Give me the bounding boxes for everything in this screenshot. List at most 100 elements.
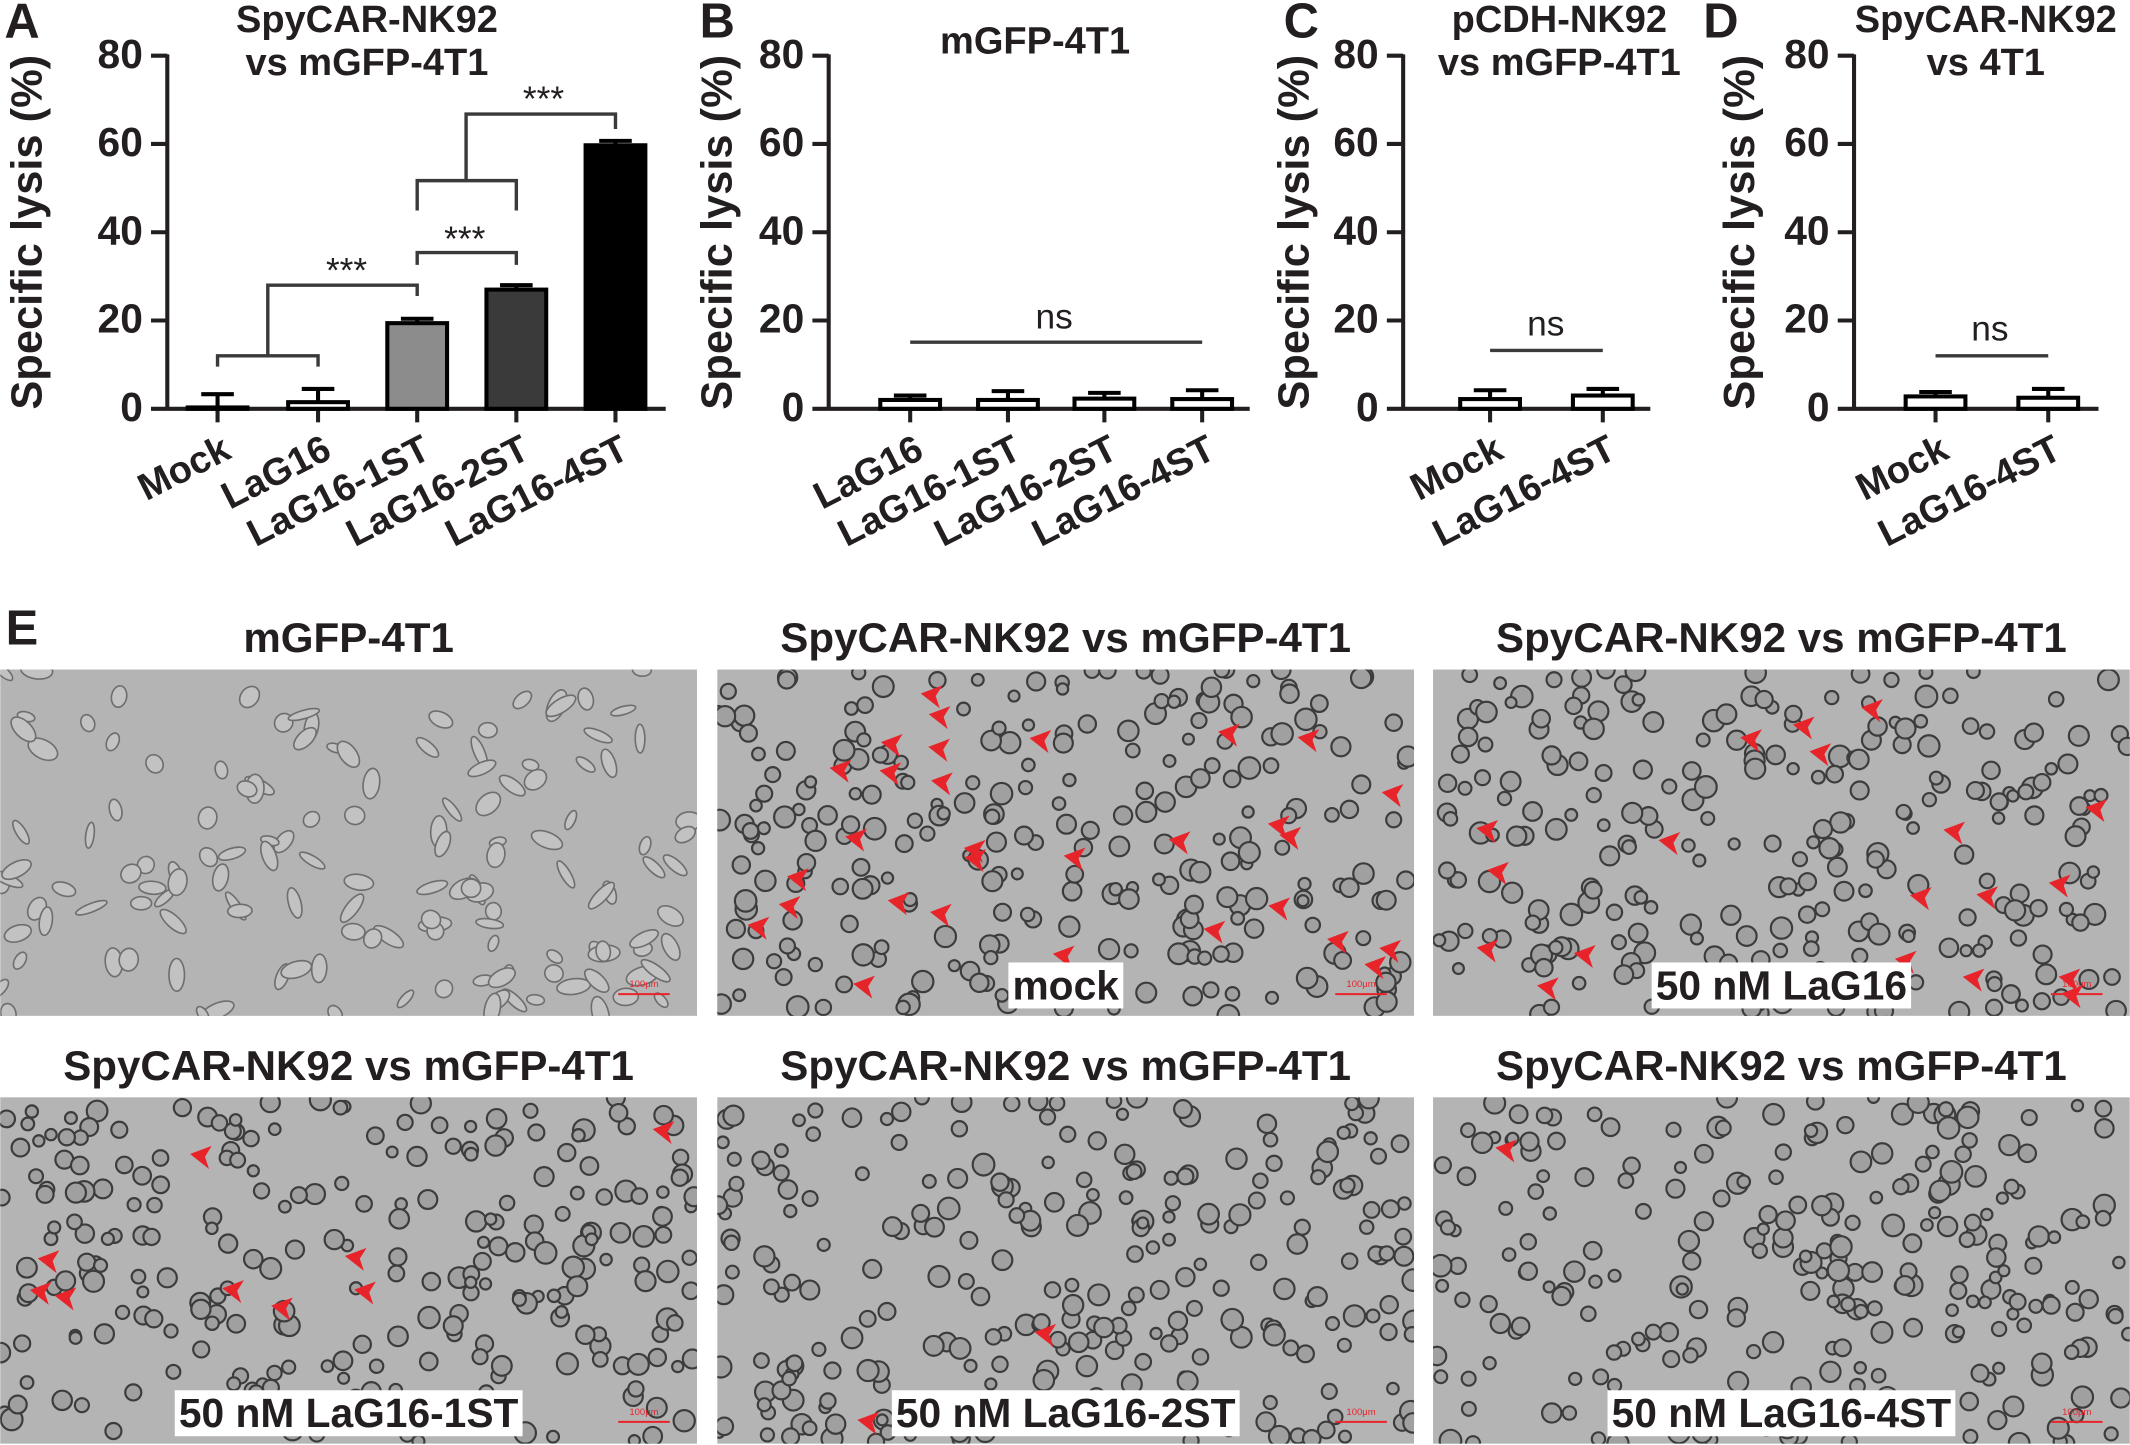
cell [1262,1131,1279,1148]
significance-bracket [415,112,618,211]
cell [2046,1416,2070,1440]
micrograph: 100μm [0,669,697,1016]
arrowhead [1962,968,1985,992]
cell [280,959,313,980]
cell [1942,687,1959,705]
cell [840,815,861,835]
cell [1594,763,1613,782]
cell [717,993,732,1015]
cell [217,846,247,861]
arrowhead [1063,847,1086,871]
cell [1542,998,1561,1016]
cell [1693,775,1718,799]
cell [994,987,1010,1003]
cell [1797,872,1818,892]
cell [66,1213,83,1231]
cell [415,736,440,758]
cell [2064,825,2087,848]
cell [1150,669,1170,685]
cell [1197,950,1213,966]
cell [136,1285,150,1299]
cell [2086,865,2101,879]
cell [590,995,611,1016]
cell [634,1270,657,1293]
cell [130,1268,147,1285]
cell [1758,1205,1778,1225]
chart-title: vs 4T1 [1927,42,2045,84]
cell [1870,1367,1887,1384]
arrowhead [787,868,809,892]
y-tick-label: 60 [759,119,804,165]
cell [142,1227,161,1247]
cell [527,1123,546,1142]
cell [1489,1312,1511,1335]
cell [785,995,810,1016]
cell [246,1164,260,1178]
cell [577,687,595,711]
cell [1901,929,1916,944]
cell [1108,835,1131,858]
cell [919,825,936,842]
cell [1754,689,1774,710]
arrowhead [747,916,770,940]
cell [484,1134,507,1157]
cell [1956,1105,1980,1130]
cell [2032,944,2053,965]
cell [1379,1294,1399,1315]
cell [1756,1222,1770,1236]
arrowhead [1218,723,1240,747]
cell [1784,704,1803,724]
cell [484,901,503,921]
cell [1727,1370,1750,1393]
chart-title: mGFP-4T1 [940,21,1130,63]
cell [873,939,890,956]
cell [957,1272,975,1290]
scale-bar-label: 100μm [1346,1407,1375,1418]
cell [1153,692,1170,710]
cell [1051,796,1067,811]
cell [238,685,261,709]
cell [1197,1202,1220,1226]
cell [15,1256,38,1279]
cell [1176,1370,1199,1393]
cell [2075,1214,2091,1230]
cell [631,669,653,678]
cell [1938,937,1960,959]
cell [1439,1219,1457,1236]
cell [1605,1344,1623,1361]
cell [1297,876,1312,892]
cell [1564,807,1579,822]
cell [486,842,506,869]
cell [751,1150,771,1170]
cell [1677,1229,1701,1253]
cell [858,1309,877,1328]
cell [670,1168,690,1187]
cell [1995,1191,2010,1205]
cell [1216,886,1239,909]
cell [24,1104,40,1119]
cell [1568,751,1589,772]
arrowhead [2048,874,2071,898]
caption-bg [1008,962,1124,1009]
cell [900,774,916,791]
cell [1958,1231,1976,1249]
cell [1339,1177,1356,1194]
cell [1340,1252,1359,1270]
cell [725,918,747,940]
cell [723,1234,740,1252]
cell [1375,990,1398,1013]
cell [1304,916,1322,934]
cell [385,1145,399,1159]
arrowhead [2058,968,2081,992]
cell [891,1101,912,1123]
cell [334,1175,350,1192]
cell [1167,1310,1189,1332]
cell [1661,778,1678,795]
arrowhead [29,1281,52,1305]
cell [1948,1000,1971,1016]
cell [460,878,482,899]
cell [1041,1155,1055,1170]
y-tick-label: 60 [1333,119,1378,165]
cell [1682,1251,1702,1271]
cell [54,1270,77,1292]
